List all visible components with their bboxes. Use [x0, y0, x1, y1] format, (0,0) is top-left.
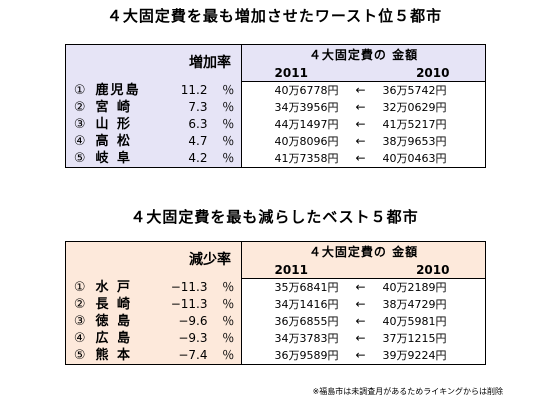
amount-2010: 37万1215円	[380, 330, 486, 347]
city-name: 熊 本	[93, 347, 164, 365]
rank-number: ①	[65, 278, 94, 296]
table-row: ③ 山 形 6.3 ％ 44万1497円 ← 41万5217円	[65, 116, 486, 133]
table-row: ⑤ 岐 阜 4.2 ％ 41万7358円 ← 40万0463円	[65, 150, 486, 168]
rate-value: −9.3	[163, 330, 216, 347]
left-arrow-icon: ←	[340, 133, 381, 150]
percent-sign: ％	[215, 330, 242, 347]
city-name: 水 戸	[93, 278, 164, 296]
city-name: 長 崎	[93, 296, 164, 313]
rank-number: ①	[65, 81, 94, 99]
city-name: 高 松	[93, 133, 164, 150]
decrease-rate-header: 減少率	[65, 241, 242, 279]
footnote: ※福島市は未調査月があるためライキングからは削除	[312, 387, 503, 396]
amount-2010: 40万2189円	[380, 278, 486, 296]
rank-number: ⑤	[65, 347, 94, 365]
rate-value: −11.3	[163, 278, 216, 296]
year-2010-header: 2010	[380, 65, 486, 82]
amount-2010: 38万4729円	[380, 296, 486, 313]
percent-sign: ％	[215, 81, 242, 99]
rate-value: −7.4	[163, 347, 216, 365]
table-row: ③ 徳 島 −9.6 ％ 36万6855円 ← 40万5981円	[65, 313, 486, 330]
rate-value: 4.2	[163, 150, 216, 168]
year-2010-header: 2010	[380, 262, 486, 279]
amount-2011: 44万1497円	[241, 116, 341, 133]
amount-2011: 36万9589円	[241, 347, 341, 365]
amount-2010: 32万0629円	[380, 99, 486, 116]
city-name: 岐 阜	[93, 150, 164, 168]
left-arrow-icon: ←	[340, 99, 381, 116]
increase-rate-header: 増加率	[65, 44, 242, 82]
rate-value: 4.7	[163, 133, 216, 150]
percent-sign: ％	[215, 347, 242, 365]
table-row: ④ 広 島 −9.3 ％ 34万3783円 ← 37万1215円	[65, 330, 486, 347]
city-name: 広 島	[93, 330, 164, 347]
rank-number: ④	[65, 133, 94, 150]
best-table-title: ４大固定費を最も減らしたベスト５都市	[130, 208, 419, 226]
amount-2010: 38万9653円	[380, 133, 486, 150]
percent-sign: ％	[215, 313, 242, 330]
fixed-cost-amount-header: ４大固定費の 金額	[240, 44, 486, 65]
table-row: ② 宮 崎 7.3 ％ 34万3956円 ← 32万0629円	[65, 99, 486, 116]
fixed-cost-amount-header: ４大固定費の 金額	[240, 241, 486, 262]
rank-number: ③	[65, 313, 94, 330]
left-arrow-icon: ←	[340, 278, 381, 296]
city-name: 山 形	[93, 116, 164, 133]
table-row: ② 長 崎 −11.3 ％ 34万1416円 ← 38万4729円	[65, 296, 486, 313]
percent-sign: ％	[215, 150, 242, 168]
rank-number: ②	[65, 99, 94, 116]
left-arrow-icon: ←	[340, 313, 381, 330]
table-row: ④ 高 松 4.7 ％ 40万8096円 ← 38万9653円	[65, 133, 486, 150]
amount-2010: 41万5217円	[380, 116, 486, 133]
city-name: 宮 崎	[93, 99, 164, 116]
left-arrow-icon: ←	[340, 330, 381, 347]
amount-2011: 36万6855円	[241, 313, 341, 330]
rank-number: ⑤	[65, 150, 94, 168]
rank-number: ④	[65, 330, 94, 347]
percent-sign: ％	[215, 296, 242, 313]
amount-2010: 36万5742円	[380, 81, 486, 99]
year-2011-header: 2011	[241, 262, 341, 279]
city-name: 徳 島	[93, 313, 164, 330]
left-arrow-icon: ←	[340, 81, 381, 99]
amount-2011: 34万3956円	[241, 99, 341, 116]
amount-2010: 40万5981円	[380, 313, 486, 330]
amount-2011: 34万1416円	[241, 296, 341, 313]
left-arrow-icon: ←	[340, 347, 381, 365]
percent-sign: ％	[215, 116, 242, 133]
left-arrow-icon: ←	[340, 116, 381, 133]
left-arrow-icon: ←	[340, 296, 381, 313]
rate-value: −11.3	[163, 296, 216, 313]
amount-2010: 39万9224円	[380, 347, 486, 365]
percent-sign: ％	[215, 133, 242, 150]
rate-value: 11.2	[163, 81, 216, 99]
table-row: ⑤ 熊 本 −7.4 ％ 36万9589円 ← 39万9224円	[65, 347, 486, 365]
rate-value: −9.6	[163, 313, 216, 330]
amount-2011: 41万7358円	[241, 150, 341, 168]
percent-sign: ％	[215, 99, 242, 116]
worst-five-table: 増加率 ４大固定費の 金額 2011 2010 ① 鹿児島 11.2 ％ 40万…	[65, 44, 487, 168]
rank-number: ③	[65, 116, 94, 133]
left-arrow-icon: ←	[340, 150, 381, 168]
amount-2011: 34万3783円	[241, 330, 341, 347]
worst-table-title: ４大固定費を最も増加させたワースト位５都市	[106, 7, 443, 25]
rank-number: ②	[65, 296, 94, 313]
rate-value: 6.3	[163, 116, 216, 133]
amount-2010: 40万0463円	[380, 150, 486, 168]
city-name: 鹿児島	[93, 81, 164, 99]
table-row: ① 鹿児島 11.2 ％ 40万6778円 ← 36万5742円	[65, 81, 486, 99]
year-2011-header: 2011	[241, 65, 341, 82]
best-five-table: 減少率 ４大固定費の 金額 2011 2010 ① 水 戸 −11.3 ％ 35…	[65, 241, 487, 365]
amount-2011: 40万8096円	[241, 133, 341, 150]
amount-2011: 35万6841円	[241, 278, 341, 296]
amount-2011: 40万6778円	[241, 81, 341, 99]
rate-value: 7.3	[163, 99, 216, 116]
table-row: ① 水 戸 −11.3 ％ 35万6841円 ← 40万2189円	[65, 278, 486, 296]
percent-sign: ％	[215, 278, 242, 296]
